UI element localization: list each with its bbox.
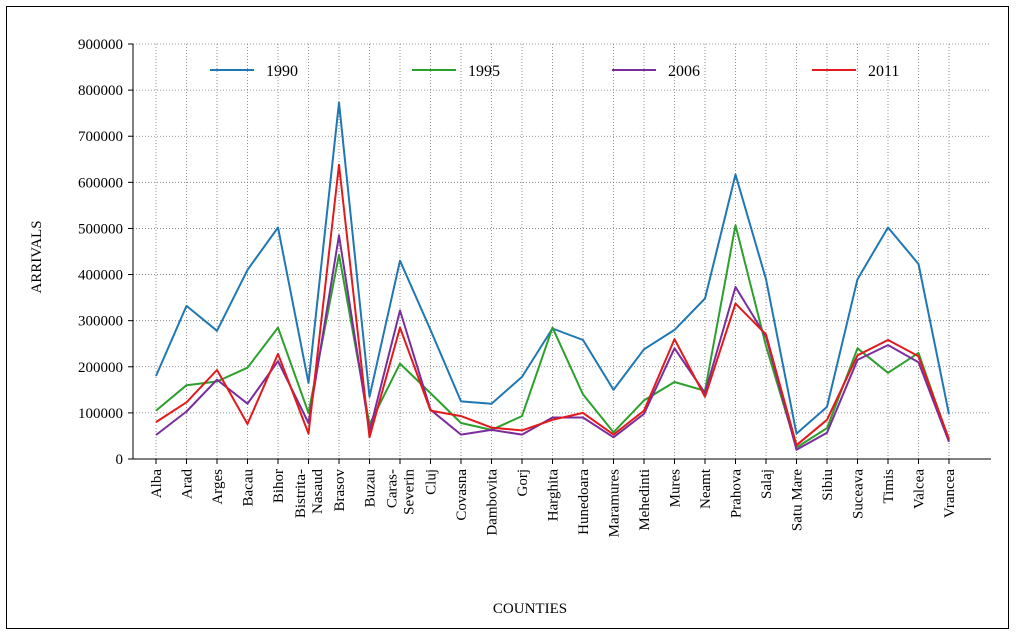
x-tick-label-group: Bistrita- Nasaud — [293, 469, 326, 519]
x-tick-label-group: Brasov — [332, 469, 348, 512]
legend-label-1995: 1995 — [468, 63, 500, 80]
axes — [128, 43, 991, 464]
x-tick-label: Suceava — [851, 469, 867, 519]
x-tick-label-group: Dambovita — [485, 469, 501, 536]
x-tick-label: Alba — [149, 469, 165, 499]
legend-label-2011: 2011 — [868, 63, 899, 80]
x-tick-label-group: Harghita — [546, 469, 562, 522]
x-tick-label-group: Mures — [668, 469, 684, 507]
x-tick-label: Timis — [881, 469, 897, 504]
x-tick-label: Severin — [402, 469, 418, 515]
x-tick-label: Covasna — [454, 469, 470, 521]
x-tick-label: Salaj — [759, 469, 775, 499]
x-tick-label: Mehedinti — [637, 469, 653, 531]
x-tick-label: Neamt — [698, 468, 714, 509]
x-tick-label: Dambovita — [485, 469, 501, 536]
chart-frame: 0 100000 200000 300000 400000 500000 600000 700… — [6, 6, 1009, 629]
x-tick-label: Vrancea — [942, 469, 958, 518]
y-tick-label: 500000 — [78, 221, 123, 237]
x-tick-label: Bacau — [241, 469, 257, 507]
x-tick-label: Prahova — [729, 469, 745, 518]
x-tick-label: Satu Mare — [790, 469, 806, 531]
x-tick-label-group: Vrancea — [942, 469, 958, 518]
x-tick-label: Sibiu — [820, 469, 836, 501]
x-tick-label-group: Gorj — [515, 469, 531, 497]
series-line-2011 — [155, 163, 950, 447]
x-tick-label-group: Mehedinti — [637, 469, 653, 531]
x-tick-label: Arad — [180, 469, 196, 499]
x-tick-label: Mures — [668, 469, 684, 507]
series-line-1995 — [155, 224, 950, 449]
x-tick-label-group: Timis — [881, 469, 897, 504]
x-tick-label-group: Covasna — [454, 469, 470, 521]
x-tick-label: Harghita — [546, 469, 562, 522]
x-tick-label: Arges — [210, 469, 226, 505]
x-tick-label-group: Neamt — [698, 468, 714, 509]
x-axis-title: COUNTIES — [493, 601, 567, 617]
x-tick-label-group: Valcea — [912, 469, 928, 509]
x-tick-label: Caras- — [385, 469, 401, 508]
x-tick-label-group: Sibiu — [820, 469, 836, 501]
x-tick-label-group: Hunedoara — [576, 469, 592, 535]
legend-label-1990: 1990 — [266, 63, 298, 80]
x-tick-label: Brasov — [332, 469, 348, 512]
y-tick-label: 900000 — [78, 37, 123, 53]
x-tick-label-group: Arad — [180, 469, 196, 499]
x-tick-label: Gorj — [515, 469, 531, 497]
x-tick-label-group: Buzau — [363, 469, 379, 508]
x-tick-label-group: Caras- Severin — [385, 469, 418, 515]
y-tick-label: 0 — [116, 452, 124, 468]
legend: 1990 1995 2006 2011 — [210, 63, 899, 80]
y-tick-label: 100000 — [78, 406, 123, 422]
x-tick-label-group: Bacau — [241, 469, 257, 507]
x-tick-label: Hunedoara — [576, 469, 592, 535]
y-tick-label: 300000 — [78, 314, 123, 330]
x-tick-label-group: Salaj — [759, 469, 775, 499]
x-tick-label-group: Bihor — [271, 469, 287, 503]
x-tick-label-group: Alba — [149, 469, 165, 499]
x-tick-label-group: Prahova — [729, 469, 745, 518]
x-tick-label-group: Arges — [210, 469, 226, 505]
y-tick-label: 200000 — [78, 360, 123, 376]
y-tick-labels: 0 100000 200000 300000 400000 500000 600000 700… — [78, 37, 123, 468]
x-tick-label: Buzau — [363, 469, 379, 508]
y-tick-label: 700000 — [78, 129, 123, 145]
x-tick-label: Bistrita- — [293, 469, 309, 518]
x-tick-label-group: Maramures — [607, 469, 623, 537]
x-tick-label-group: Satu Mare — [790, 469, 806, 531]
x-tick-label: Nasaud — [310, 469, 326, 514]
x-tick-label: Bihor — [271, 469, 287, 503]
x-tick-label: Cluj — [424, 469, 440, 495]
x-tick-label-group: Cluj — [424, 469, 440, 495]
x-tick-label-group: Suceava — [851, 469, 867, 519]
y-tick-label: 800000 — [78, 83, 123, 99]
y-tick-label: 600000 — [78, 175, 123, 191]
y-axis-title: ARRIVALS — [29, 220, 45, 293]
x-tick-labels: Alba Arad Arges Bacau Bihor Bistrita- Nasaud Br… — [149, 468, 958, 537]
legend-label-2006: 2006 — [668, 63, 700, 80]
x-tick-label: Maramures — [607, 469, 623, 537]
y-tick-label: 400000 — [78, 268, 123, 284]
series-lines — [155, 101, 950, 451]
line-chart: 0 100000 200000 300000 400000 500000 600000 700… — [29, 37, 991, 617]
x-tick-label: Valcea — [912, 469, 928, 509]
